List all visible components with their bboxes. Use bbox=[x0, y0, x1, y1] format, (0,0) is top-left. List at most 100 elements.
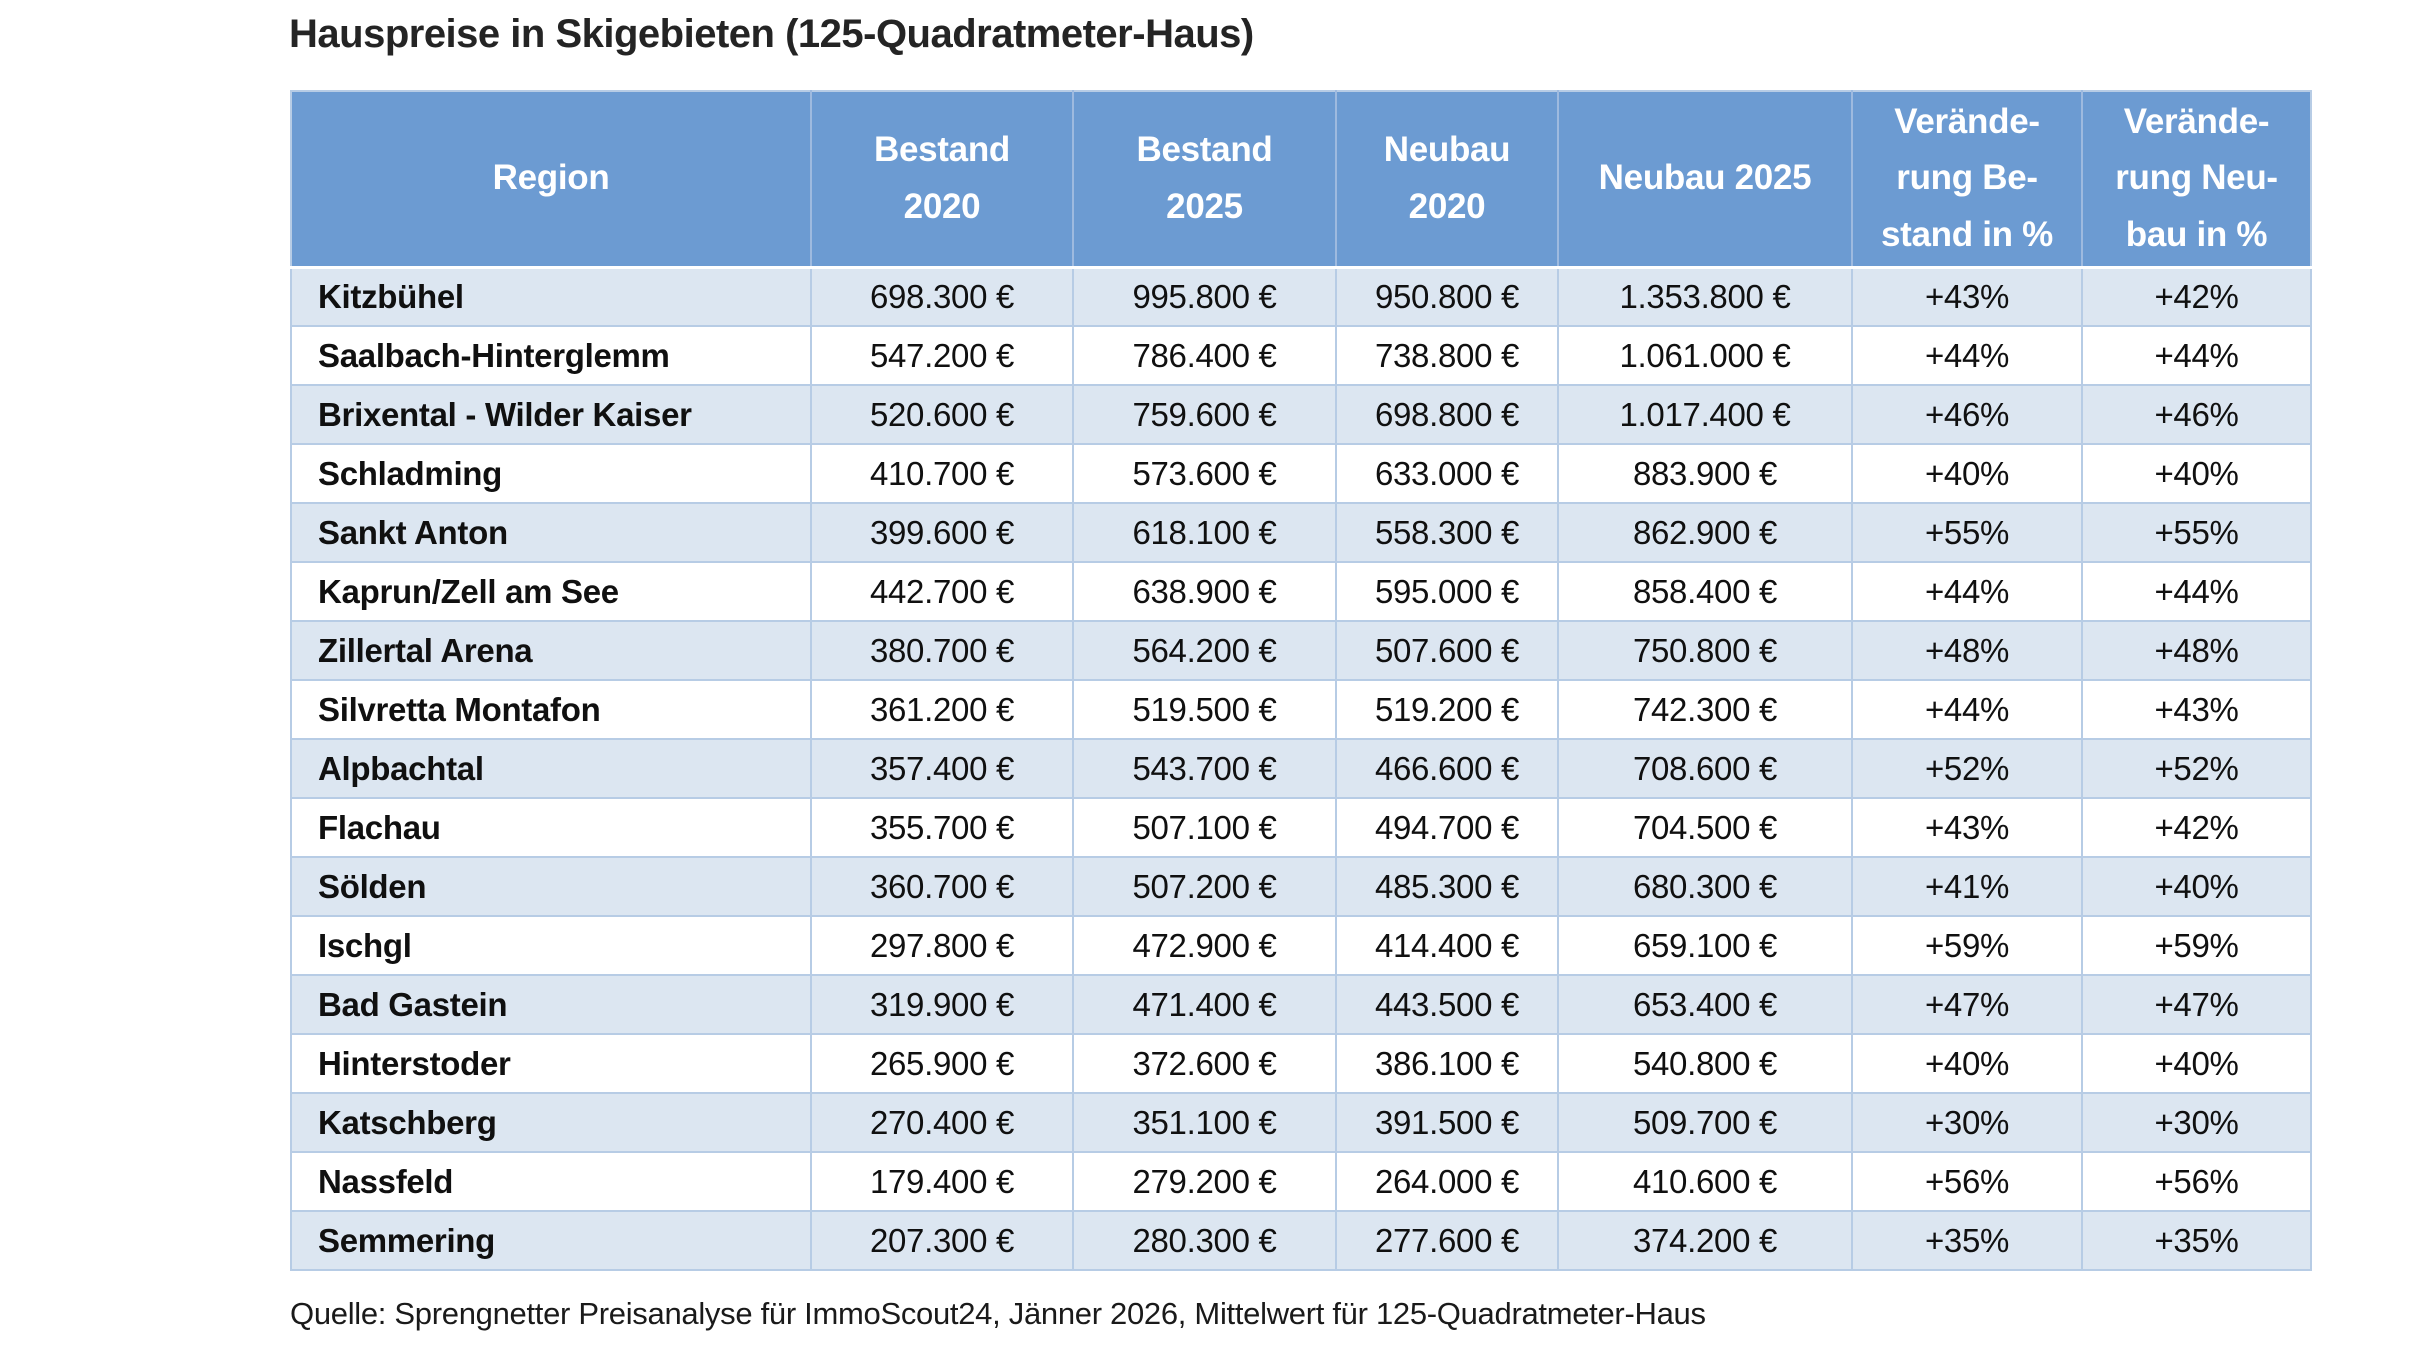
value-cell: 638.900 € bbox=[1072, 561, 1337, 622]
value-cell: 279.200 € bbox=[1072, 1151, 1337, 1212]
region-cell: Sölden bbox=[290, 856, 812, 917]
region-cell: Ischgl bbox=[290, 915, 812, 976]
value-cell: +44% bbox=[1851, 679, 2083, 740]
value-cell: 540.800 € bbox=[1557, 1033, 1853, 1094]
value-cell: 357.400 € bbox=[810, 738, 1074, 799]
value-cell: 738.800 € bbox=[1335, 325, 1559, 386]
column-header-line: Neubau bbox=[1383, 130, 1511, 170]
value-cell: 270.400 € bbox=[810, 1092, 1074, 1153]
value-cell: +30% bbox=[2081, 1092, 2312, 1153]
value-cell: +48% bbox=[1851, 620, 2083, 681]
value-cell: 883.900 € bbox=[1557, 443, 1853, 504]
region-cell: Flachau bbox=[290, 797, 812, 858]
value-cell: 558.300 € bbox=[1335, 502, 1559, 563]
value-cell: +46% bbox=[2081, 384, 2312, 445]
table-row: Zillertal Arena 380.700 €564.200 €507.600… bbox=[290, 620, 2312, 681]
value-cell: +56% bbox=[1851, 1151, 2083, 1212]
column-header-line: Verände- bbox=[2123, 101, 2270, 141]
value-cell: 1.061.000 € bbox=[1557, 325, 1853, 386]
column-header-line: bau in % bbox=[2125, 215, 2268, 255]
table-body: Kitzbühel 698.300 €995.800 €950.800 €1.35… bbox=[290, 266, 2312, 1271]
value-cell: 633.000 € bbox=[1335, 443, 1559, 504]
table-row: Nassfeld 179.400 €279.200 €264.000 €410.6… bbox=[290, 1151, 2312, 1212]
table-row: Kitzbühel 698.300 €995.800 €950.800 €1.35… bbox=[290, 266, 2312, 327]
value-cell: +56% bbox=[2081, 1151, 2312, 1212]
table-row: Schladming 410.700 €573.600 €633.000 €883… bbox=[290, 443, 2312, 504]
page-title: Hauspreise in Skigebieten (125-Quadratme… bbox=[289, 12, 1254, 56]
region-cell: Saalbach-Hinterglemm bbox=[290, 325, 812, 386]
table-row: Katschberg 270.400 €351.100 €391.500 €509… bbox=[290, 1092, 2312, 1153]
column-header-line: rung Neu- bbox=[2115, 158, 2278, 198]
value-cell: 399.600 € bbox=[810, 502, 1074, 563]
region-cell: Silvretta Montafon bbox=[290, 679, 812, 740]
value-cell: 520.600 € bbox=[810, 384, 1074, 445]
value-cell: 386.100 € bbox=[1335, 1033, 1559, 1094]
value-cell: 573.600 € bbox=[1072, 443, 1337, 504]
value-cell: +47% bbox=[1851, 974, 2083, 1035]
table-row: Semmering 207.300 €280.300 €277.600 €374.… bbox=[290, 1210, 2312, 1271]
value-cell: 472.900 € bbox=[1072, 915, 1337, 976]
region-cell: Schladming bbox=[290, 443, 812, 504]
value-cell: 361.200 € bbox=[810, 679, 1074, 740]
value-cell: 507.200 € bbox=[1072, 856, 1337, 917]
value-cell: 618.100 € bbox=[1072, 502, 1337, 563]
table-row: Kaprun/Zell am See 442.700 €638.900 €595.… bbox=[290, 561, 2312, 622]
value-cell: 742.300 € bbox=[1557, 679, 1853, 740]
value-cell: 442.700 € bbox=[810, 561, 1074, 622]
value-cell: +40% bbox=[2081, 1033, 2312, 1094]
column-header: Bestand 2025 bbox=[1072, 91, 1336, 269]
value-cell: 485.300 € bbox=[1335, 856, 1559, 917]
value-cell: +48% bbox=[2081, 620, 2312, 681]
value-cell: +42% bbox=[2081, 797, 2312, 858]
region-cell: Kitzbühel bbox=[290, 266, 812, 327]
value-cell: +43% bbox=[2081, 679, 2312, 740]
value-cell: +55% bbox=[2081, 502, 2312, 563]
header-row: Region Bestand 2020 Bestand 2025 Neubau 2020 Ne… bbox=[291, 91, 2311, 269]
table-row: Hinterstoder 265.900 €372.600 €386.100 €5… bbox=[290, 1033, 2312, 1094]
value-cell: +44% bbox=[2081, 561, 2312, 622]
region-cell: Hinterstoder bbox=[290, 1033, 812, 1094]
value-cell: 950.800 € bbox=[1335, 266, 1559, 327]
value-cell: +43% bbox=[1851, 797, 2083, 858]
value-cell: +35% bbox=[1851, 1210, 2083, 1271]
value-cell: +52% bbox=[2081, 738, 2312, 799]
column-header-line: Neubau 2025 bbox=[1598, 158, 1812, 198]
value-cell: +47% bbox=[2081, 974, 2312, 1035]
value-cell: 519.200 € bbox=[1335, 679, 1559, 740]
value-cell: 414.400 € bbox=[1335, 915, 1559, 976]
value-cell: 659.100 € bbox=[1557, 915, 1853, 976]
column-header-line: 2020 bbox=[1408, 186, 1486, 226]
value-cell: +44% bbox=[1851, 561, 2083, 622]
value-cell: +44% bbox=[2081, 325, 2312, 386]
source-note: Quelle: Sprengnetter Preisanalyse für Im… bbox=[290, 1296, 1706, 1331]
table-row: Brixental - Wilder Kaiser 520.600 €759.60… bbox=[290, 384, 2312, 445]
column-header-line: Bestand bbox=[874, 130, 1010, 170]
value-cell: 1.353.800 € bbox=[1557, 266, 1853, 327]
region-cell: Alpbachtal bbox=[290, 738, 812, 799]
column-header-line: Region bbox=[492, 158, 610, 198]
value-cell: +55% bbox=[1851, 502, 2083, 563]
value-cell: +59% bbox=[1851, 915, 2083, 976]
value-cell: +40% bbox=[2081, 443, 2312, 504]
value-cell: 319.900 € bbox=[810, 974, 1074, 1035]
region-cell: Sankt Anton bbox=[290, 502, 812, 563]
table-row: Saalbach-Hinterglemm 547.200 €786.400 €73… bbox=[290, 325, 2312, 386]
value-cell: 360.700 € bbox=[810, 856, 1074, 917]
column-header-line: rung Be- bbox=[1896, 158, 2038, 198]
value-cell: 858.400 € bbox=[1557, 561, 1853, 622]
value-cell: 698.300 € bbox=[810, 266, 1074, 327]
price-table: Region Bestand 2020 Bestand 2025 Neubau 2020 Ne… bbox=[290, 90, 2312, 1271]
region-cell: Kaprun/Zell am See bbox=[290, 561, 812, 622]
value-cell: 443.500 € bbox=[1335, 974, 1559, 1035]
column-header-line: 2020 bbox=[903, 186, 981, 226]
table-row: Sankt Anton 399.600 €618.100 €558.300 €86… bbox=[290, 502, 2312, 563]
column-header-line: Verände- bbox=[1894, 101, 2040, 141]
value-cell: +46% bbox=[1851, 384, 2083, 445]
value-cell: 995.800 € bbox=[1072, 266, 1337, 327]
value-cell: 786.400 € bbox=[1072, 325, 1337, 386]
value-cell: +40% bbox=[1851, 443, 2083, 504]
value-cell: 547.200 € bbox=[810, 325, 1074, 386]
value-cell: 351.100 € bbox=[1072, 1092, 1337, 1153]
table-row: Flachau 355.700 €507.100 €494.700 €704.50… bbox=[290, 797, 2312, 858]
column-header: Neubau 2025 bbox=[1557, 91, 1852, 269]
